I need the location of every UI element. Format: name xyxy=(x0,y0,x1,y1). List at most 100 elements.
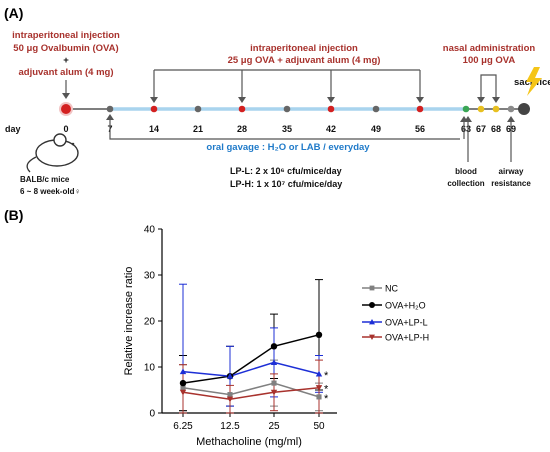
data-point xyxy=(226,373,234,379)
x-ticks: 6.25 12.5 25 50 xyxy=(173,413,325,432)
day-tick-label: 14 xyxy=(149,124,159,134)
mouse-age: 6 ~ 8 week-old♀ xyxy=(20,187,80,196)
injection2-arrowhead xyxy=(327,97,335,103)
x-axis-label: Methacholine (mg/ml) xyxy=(196,436,302,448)
data-point xyxy=(270,359,278,365)
nasal-line2: 100 μg OVA xyxy=(463,55,516,66)
injection1-line2: 50 μg Ovalbumin (OVA) xyxy=(13,43,118,54)
significance-star: * xyxy=(324,384,329,396)
y-tick-label: 20 xyxy=(144,317,156,328)
day-tick-label: 56 xyxy=(415,124,425,134)
legend-entry: NC xyxy=(385,284,398,294)
day-dot xyxy=(61,104,71,114)
gavage-bracket xyxy=(109,118,460,140)
day-tick-label: 0 xyxy=(63,124,68,134)
injection2-line1: intraperitoneal injection xyxy=(250,43,358,54)
x-tick-label: 25 xyxy=(268,421,280,432)
series-line xyxy=(182,386,320,400)
data-point xyxy=(369,319,375,325)
day-label: day xyxy=(5,124,21,134)
day-tick-label: 49 xyxy=(371,124,381,134)
legend-entry: OVA+LP-H xyxy=(385,333,429,343)
data-point xyxy=(315,370,323,377)
injection1-line3: adjuvant alum (4 mg) xyxy=(18,67,113,78)
day-dot xyxy=(477,105,485,113)
panel-a-timeline: (A) intraperitoneal injection 50 μg Oval… xyxy=(4,5,550,196)
data-point xyxy=(227,392,233,398)
day-tick-label: 67 xyxy=(476,124,486,134)
y-tick-label: 0 xyxy=(149,409,155,420)
data-point xyxy=(369,334,375,340)
blood-line2: collection xyxy=(447,179,484,188)
x-tick-label: 50 xyxy=(313,421,325,432)
day-dot xyxy=(507,105,515,113)
day-tick-label: 68 xyxy=(491,124,501,134)
nasal-line1: nasal administration xyxy=(443,43,536,54)
blood-arrowhead xyxy=(464,116,472,122)
data-point xyxy=(179,389,187,396)
day-dot xyxy=(416,105,424,113)
injection2-arrowhead xyxy=(238,97,246,103)
significance-star: * xyxy=(324,370,329,382)
mouse-strain: BALB/c mice xyxy=(20,175,70,184)
data-point xyxy=(315,385,323,391)
day-dot xyxy=(372,105,380,113)
data-point xyxy=(226,396,234,403)
airway-arrowhead xyxy=(507,116,515,122)
y-axis-label: Relative increase ratio xyxy=(123,267,135,376)
error-bars xyxy=(179,279,323,414)
day-dot xyxy=(194,105,202,113)
data-point xyxy=(315,331,323,338)
data-point xyxy=(270,343,278,350)
day-dot xyxy=(462,105,470,113)
significance-star: * xyxy=(324,393,329,405)
data-point xyxy=(180,385,186,391)
series-lines xyxy=(182,334,320,400)
day-dot xyxy=(106,105,114,113)
data-point xyxy=(179,379,187,387)
day-dot xyxy=(238,105,246,113)
gavage-text: oral gavage : H₂O or LAB / everyday xyxy=(206,142,370,153)
day-tick-label: 63 xyxy=(461,124,471,134)
data-point xyxy=(179,368,187,375)
mouse-icon xyxy=(26,133,79,173)
injection2-arrows xyxy=(150,70,424,103)
lightning-icon xyxy=(526,67,542,96)
lp-l-dose: LP-L: 2 x 10⁶ cfu/mice/day xyxy=(230,166,342,176)
legend-entry: OVA+LP-L xyxy=(385,318,428,328)
injection2-line2: 25 μg OVA + adjuvant alum (4 mg) xyxy=(228,55,381,66)
y-tick-label: 40 xyxy=(144,225,156,236)
day-dot xyxy=(492,105,500,113)
y-tick-label: 10 xyxy=(144,363,156,374)
day-dot xyxy=(283,105,291,113)
airway-line2: resistance xyxy=(491,179,531,188)
series-line xyxy=(182,334,320,384)
panel-a-label: (A) xyxy=(4,5,23,21)
day-labels: 0 7 14 21 28 35 42 49 56 63 67 68 69 xyxy=(63,124,516,134)
series-line xyxy=(182,361,320,377)
y-tick-label: 30 xyxy=(144,271,156,282)
nasal-arrowhead xyxy=(492,97,500,103)
data-point xyxy=(226,373,234,380)
y-ticks: 0 10 20 30 40 xyxy=(144,225,162,420)
data-point xyxy=(369,285,375,291)
injection2-arrowhead xyxy=(416,97,424,103)
x-tick-label: 6.25 xyxy=(173,421,193,432)
injection1-plus: + xyxy=(63,55,69,66)
data-point xyxy=(271,380,277,386)
injection2-arrowhead xyxy=(150,97,158,103)
day-tick-label: 21 xyxy=(193,124,203,134)
injection1-arrowhead xyxy=(62,93,70,99)
x-tick-label: 12.5 xyxy=(220,421,240,432)
legend: NC OVA+H₂O OVA+LP-L OVA+LP-H xyxy=(362,284,429,343)
injection1-line1: intraperitoneal injection xyxy=(12,30,120,41)
lp-h-dose: LP-H: 1 x 10⁷ cfu/mice/day xyxy=(230,179,342,189)
blood-line1: blood xyxy=(455,167,477,176)
day-dot xyxy=(327,105,335,113)
timeline-dots xyxy=(59,102,530,116)
legend-entry: OVA+H₂O xyxy=(385,301,426,311)
sacrifice-dot xyxy=(518,103,530,115)
series-line xyxy=(182,382,320,398)
series-markers xyxy=(179,331,323,403)
